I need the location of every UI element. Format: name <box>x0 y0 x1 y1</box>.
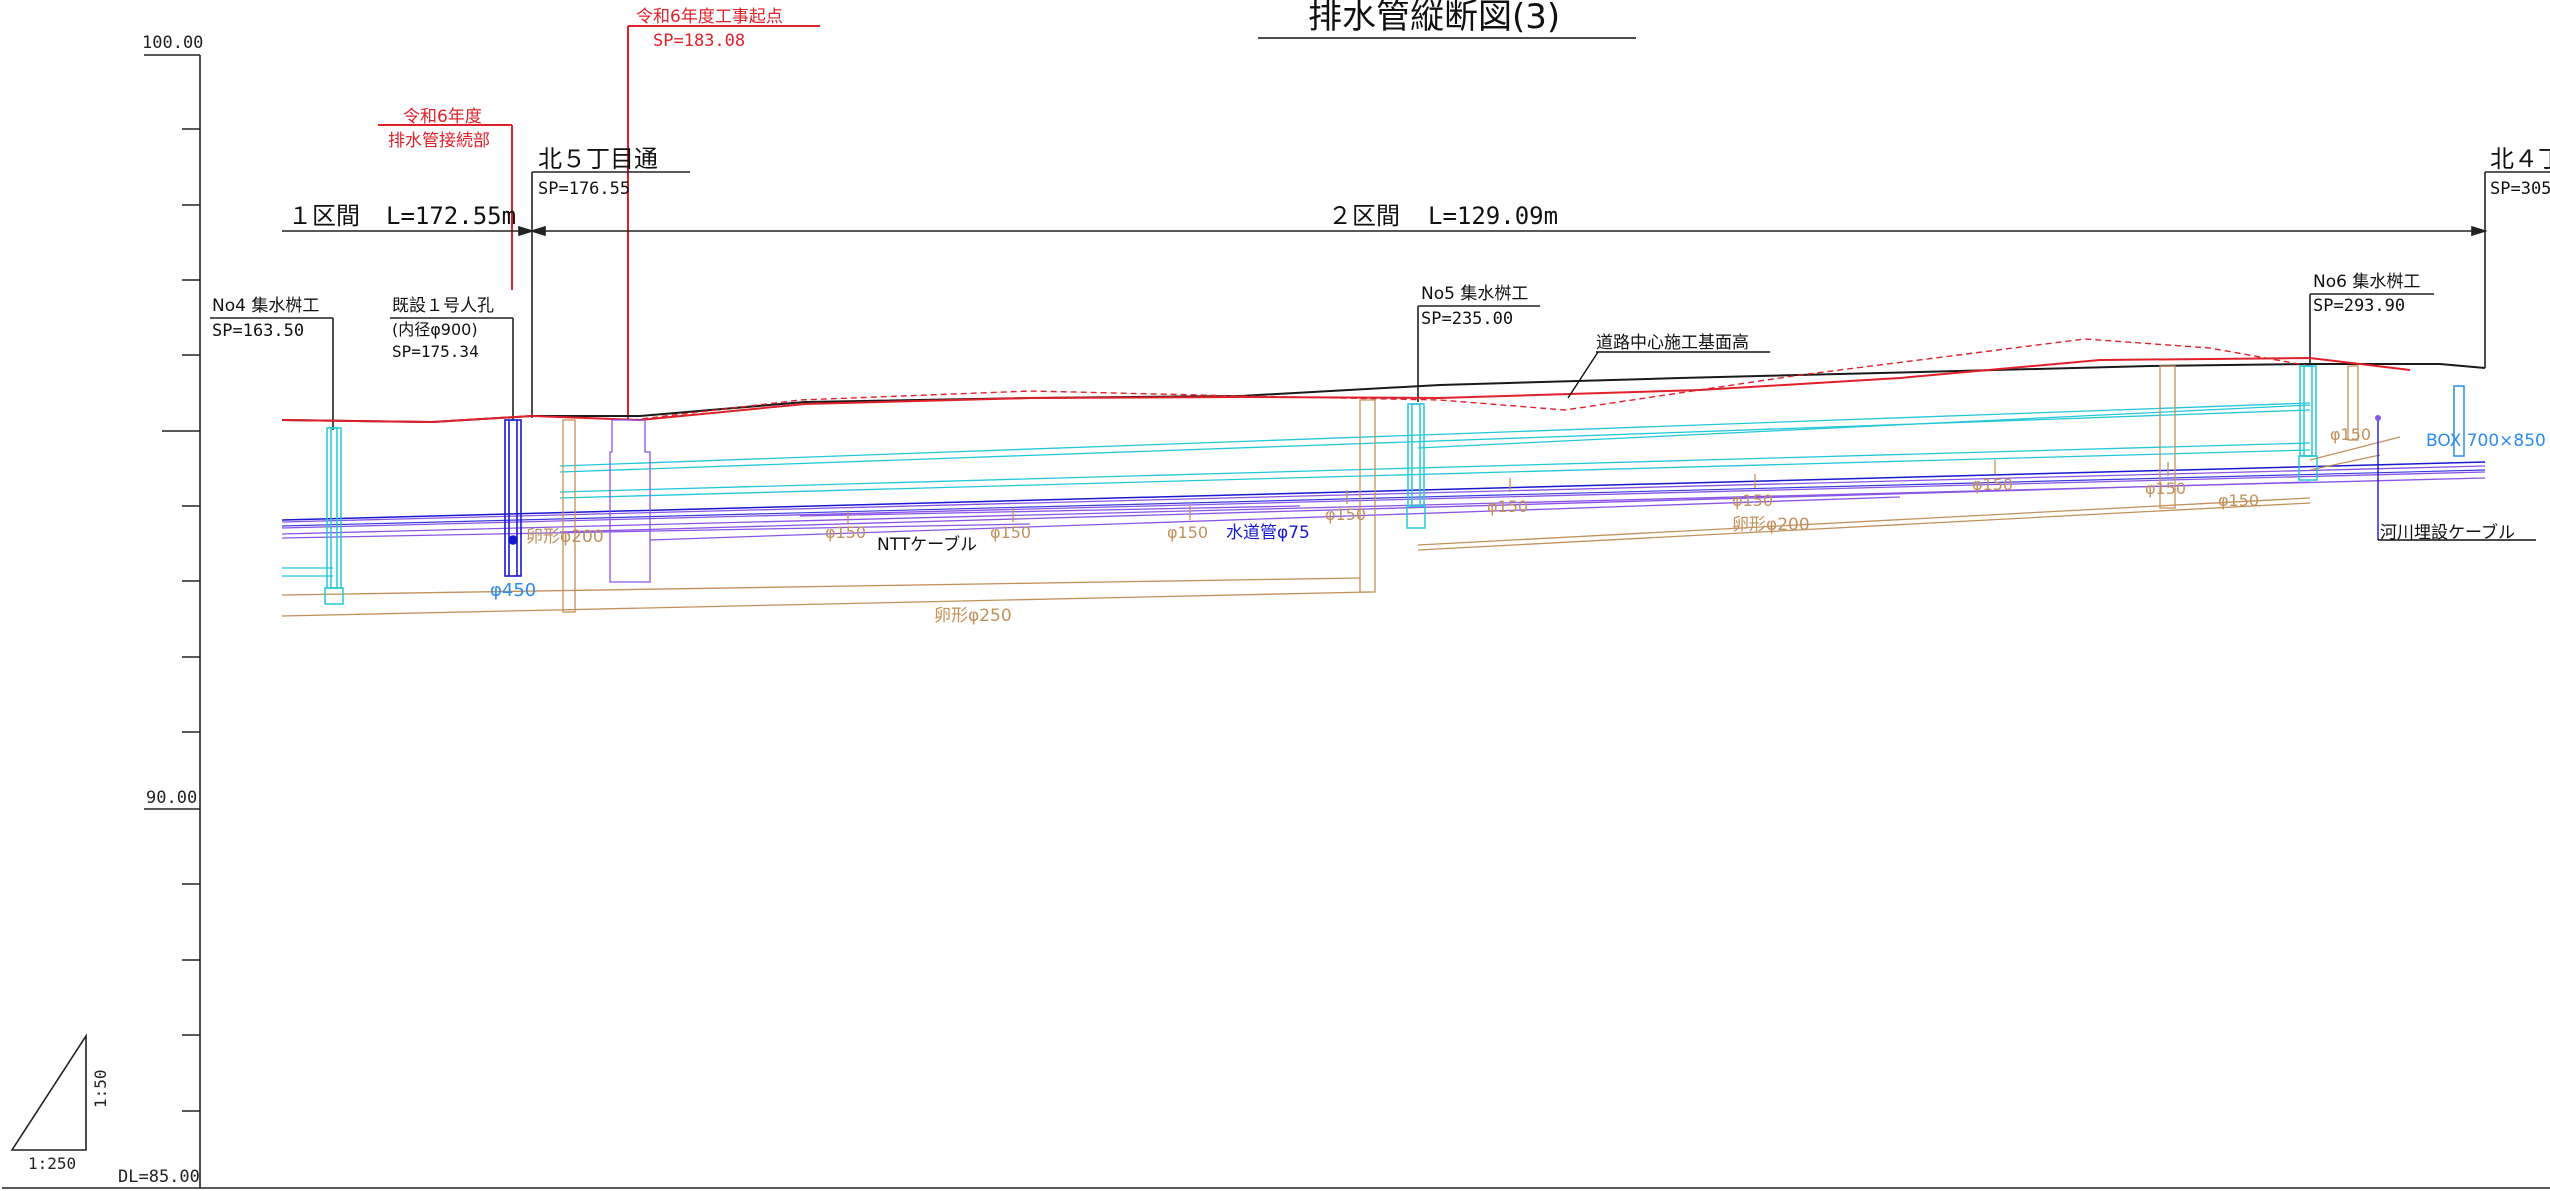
section1-name: １区間 <box>288 202 360 230</box>
phi150-label: φ150 <box>1487 497 1528 516</box>
label-box-culvert: BOX 700×850 <box>2426 431 2546 451</box>
section1-length: L=172.55m <box>386 202 516 230</box>
phi150-label: φ150 <box>825 523 866 542</box>
axis-label-mid: 90.00 <box>146 788 197 808</box>
red-leaders <box>378 25 820 420</box>
label-egg200-b: 卵形φ200 <box>1732 515 1810 535</box>
phi150-label: φ150 <box>2218 491 2259 510</box>
basin-no5 <box>1406 403 1426 529</box>
phi150-label: φ150 <box>2145 479 2186 498</box>
start-point-note-line1: 令和6年度工事起点 <box>636 7 783 27</box>
road-label-leader <box>1567 351 1599 399</box>
label-egg250: 卵形φ250 <box>934 606 1012 626</box>
axis-label-top: 100.00 <box>142 33 203 53</box>
ntt-cable-line <box>281 461 2486 521</box>
label-river-cable: 河川埋設ケーブル <box>2380 522 2515 543</box>
design-ground-line <box>281 356 2411 424</box>
river-cable-marker <box>2375 415 2536 541</box>
purple-pipes <box>281 465 2486 541</box>
manhole-start-point <box>609 419 651 583</box>
no5-basin-name: No5 集水桝工 <box>1421 284 1528 304</box>
no5-basin-sp: SP=235.00 <box>1421 309 1513 329</box>
orange-pipes <box>281 365 2401 617</box>
manhole1-name: 既設１号人孔 <box>392 296 494 316</box>
no4-basin-name: No4 集水桝工 <box>212 296 319 316</box>
connection-note-line1: 令和6年度 <box>403 107 482 127</box>
phi150-label: φ150 <box>1972 475 2013 494</box>
existing-manhole-1 <box>504 419 522 577</box>
street-leaders <box>531 171 2550 418</box>
manhole1-detail: (内径φ900) <box>392 320 478 339</box>
section-dimensions <box>282 225 2488 237</box>
existing-ground-line <box>281 363 2486 424</box>
label-water-pipe: 水道管φ75 <box>1226 523 1310 543</box>
street-kita4-sp: SP=305 <box>2490 179 2550 199</box>
planned-road-dashed <box>631 338 2311 421</box>
no6-basin-name: No6 集水桝工 <box>2313 272 2420 292</box>
basin-no6 <box>2298 365 2318 481</box>
manhole1-sp: SP=175.34 <box>392 342 479 361</box>
box-culvert <box>2453 385 2465 457</box>
phi150-label: φ150 <box>1167 523 1208 542</box>
no6-basin-sp: SP=293.90 <box>2313 296 2405 316</box>
scale-triangle: 1:250 1:50 <box>10 1033 110 1173</box>
elevation-axis <box>2 54 2550 1189</box>
lateral-pipe-labels: φ150 φ150 φ150 φ150 φ150 φ150 φ150 φ150 … <box>825 425 2371 542</box>
street-kita4-name: 北４丁 <box>2490 145 2550 173</box>
label-ntt-cable: NTTケーブル <box>877 534 977 555</box>
label-phi450: φ450 <box>490 580 536 601</box>
cyan-pipes <box>282 402 2311 577</box>
phi150-label: φ150 <box>1325 505 1366 524</box>
section2-length: L=129.09m <box>1428 202 1558 230</box>
street-kita5-name: 北５丁目通 <box>538 145 658 173</box>
no4-basin-sp: SP=163.50 <box>212 321 304 341</box>
structure-leaders <box>210 293 2434 430</box>
scale-vertical: 1:50 <box>91 1069 110 1108</box>
start-point-note-line2: SP=183.08 <box>653 31 745 51</box>
phi150-label: φ150 <box>1732 491 1773 510</box>
phi150-label: φ150 <box>990 523 1031 542</box>
label-egg200-a: 卵形φ200 <box>526 527 604 547</box>
water-pipe-line <box>281 469 2486 527</box>
drawing-title: 排水管縦断図(3) <box>1308 0 1560 37</box>
road-center-label: 道路中心施工基面高 <box>1596 333 1749 353</box>
scale-horizontal: 1:250 <box>28 1154 76 1173</box>
connection-note-line2: 排水管接続部 <box>388 131 490 151</box>
axis-label-datum: DL=85.00 <box>118 1167 200 1187</box>
section2-name: ２区間 <box>1328 202 1400 230</box>
street-kita5-sp: SP=176.55 <box>538 179 630 199</box>
basin-no4 <box>324 427 344 605</box>
phi150-label: φ150 <box>2330 425 2371 444</box>
